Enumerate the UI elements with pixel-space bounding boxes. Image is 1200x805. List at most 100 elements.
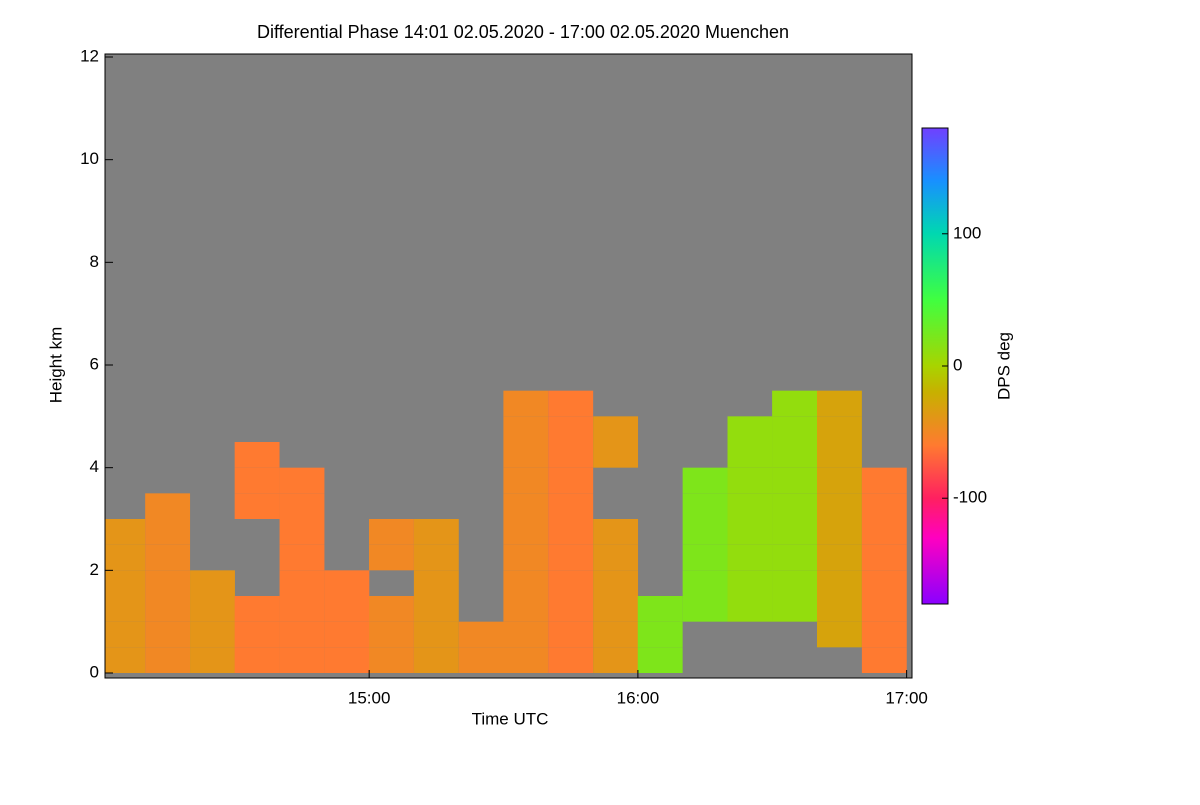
heat-cell: [772, 596, 818, 622]
heat-cell: [727, 570, 773, 596]
heat-cell: [190, 570, 235, 596]
heat-cell: [548, 570, 594, 596]
heat-cell: [861, 570, 907, 596]
heat-cell: [234, 467, 280, 494]
heat-cell: [234, 647, 280, 673]
heat-cell: [772, 416, 818, 442]
heat-cell: [234, 621, 280, 648]
heat-cell: [458, 621, 504, 648]
heat-cell: [861, 647, 907, 673]
heat-cell: [503, 621, 549, 648]
heat-cell: [772, 390, 818, 417]
heat-cell: [190, 621, 235, 648]
heat-cell: [682, 493, 728, 519]
heat-cell: [727, 544, 773, 571]
heat-cell: [682, 596, 728, 622]
heat-cell: [105, 544, 146, 571]
heat-cell: [817, 519, 862, 545]
heat-cell: [772, 544, 818, 571]
heat-cell: [593, 596, 639, 622]
heat-cell: [861, 596, 907, 622]
y-tick-label: 4: [90, 457, 99, 476]
heat-cell: [682, 544, 728, 571]
heat-cell: [279, 467, 325, 494]
heat-cell: [105, 621, 146, 648]
heat-cell: [324, 570, 370, 596]
heat-cell: [324, 647, 370, 673]
heat-cell: [105, 570, 146, 596]
heat-cell: [413, 596, 459, 622]
heat-cell: [593, 519, 639, 545]
heat-cell: [817, 570, 862, 596]
heat-cell: [682, 570, 728, 596]
y-tick-label: 10: [80, 149, 99, 168]
heat-cell: [105, 596, 146, 622]
heat-cell: [682, 467, 728, 494]
y-tick-label: 6: [90, 354, 99, 373]
chart-title: Differential Phase 14:01 02.05.2020 - 17…: [257, 22, 789, 42]
heat-cell: [861, 467, 907, 494]
y-axis-label: Height km: [46, 327, 65, 404]
heat-cell: [503, 390, 549, 417]
heat-cell: [324, 621, 370, 648]
heat-cell: [503, 467, 549, 494]
heat-cell: [503, 596, 549, 622]
heat-cell: [727, 493, 773, 519]
heat-cell: [458, 647, 504, 673]
heat-cell: [548, 390, 594, 417]
heat-cell: [548, 519, 594, 545]
heat-cell: [548, 493, 594, 519]
x-axis-label: Time UTC: [472, 709, 549, 728]
heat-cell: [727, 596, 773, 622]
heat-cell: [234, 596, 280, 622]
heat-cell: [817, 621, 862, 648]
heat-cell: [503, 544, 549, 571]
heat-cell: [548, 442, 594, 468]
heat-cell: [503, 442, 549, 468]
heat-cell: [817, 544, 862, 571]
heat-cell: [727, 519, 773, 545]
heat-cell: [861, 519, 907, 545]
heat-cell: [548, 416, 594, 442]
heat-cell: [413, 570, 459, 596]
heat-cell: [145, 647, 191, 673]
heat-cell: [145, 519, 191, 545]
colorbar-tick-label: 0: [953, 355, 962, 374]
heat-cell: [503, 493, 549, 519]
colorbar-tick-label: 100: [953, 223, 981, 242]
heat-cell: [593, 442, 639, 468]
colorbar-label: DPS deg: [994, 332, 1013, 400]
heat-cell: [279, 647, 325, 673]
heat-cell: [772, 570, 818, 596]
heat-cell: [861, 621, 907, 648]
heat-cell: [593, 416, 639, 442]
heat-cell: [324, 596, 370, 622]
y-tick-label: 8: [90, 252, 99, 271]
colorbar-tick-label: -100: [953, 488, 987, 507]
heat-cell: [279, 621, 325, 648]
heat-cell: [503, 647, 549, 673]
heat-cell: [772, 442, 818, 468]
heat-cell: [234, 442, 280, 468]
heat-cell: [279, 493, 325, 519]
heat-cell: [727, 467, 773, 494]
heat-cell: [145, 596, 191, 622]
plot-frame: [104, 53, 913, 679]
heat-cell: [817, 416, 862, 442]
y-tick-label: 2: [90, 560, 99, 579]
heat-cell: [861, 493, 907, 519]
heat-cell: [190, 647, 235, 673]
heat-cell: [861, 544, 907, 571]
heat-cell: [817, 596, 862, 622]
heat-cell: [145, 621, 191, 648]
heat-cell: [145, 570, 191, 596]
heat-cell: [369, 596, 414, 622]
heat-cell: [105, 519, 146, 545]
heat-cell: [637, 621, 683, 648]
heat-cell: [548, 621, 594, 648]
x-tick-label: 17:00: [885, 688, 928, 707]
x-tick-label: 15:00: [348, 688, 391, 707]
y-tick-label: 12: [80, 46, 99, 65]
heat-cell: [413, 647, 459, 673]
